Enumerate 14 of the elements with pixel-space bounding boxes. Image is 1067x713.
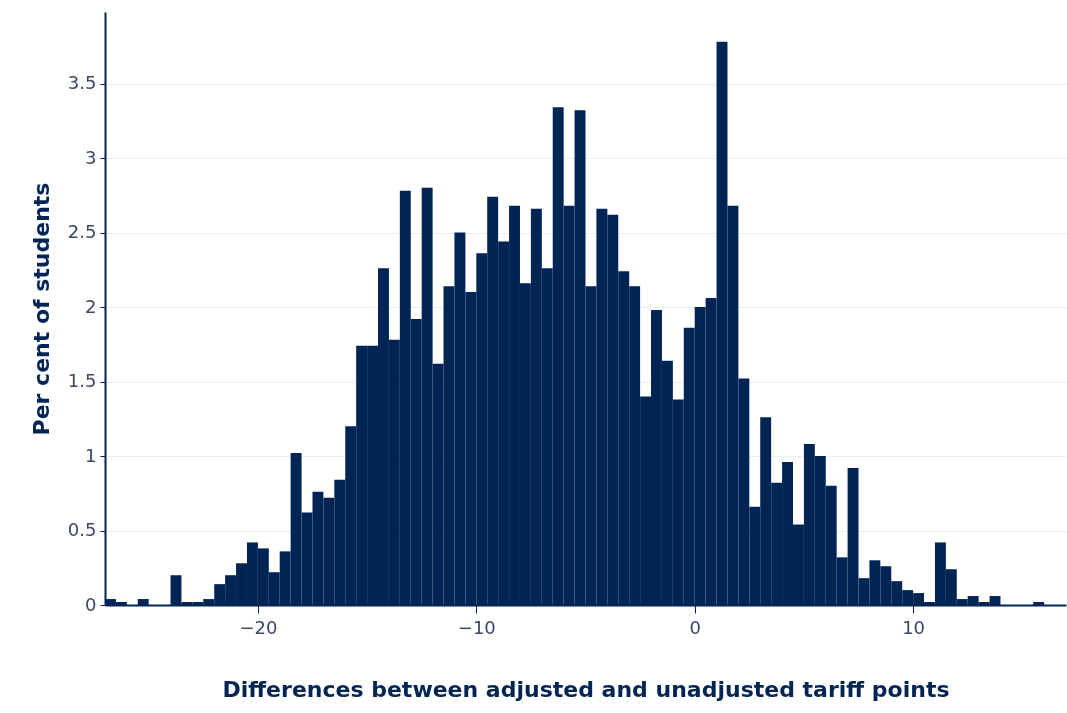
y-tick-label: 3 (85, 146, 97, 168)
x-tick-label: −10 (457, 616, 496, 638)
y-tick-label: 1.5 (67, 370, 97, 392)
y-tick-label: 1 (85, 444, 97, 466)
x-axis-title: Differences between adjusted and unadjusted tariff points (222, 676, 950, 702)
x-tick-label: 0 (689, 616, 701, 638)
y-tick-label: 2 (85, 295, 97, 317)
y-axis-title: Per cent of students (28, 182, 54, 436)
y-tick-label: 2.5 (67, 221, 97, 243)
y-tick-label: 0 (85, 593, 97, 615)
y-tick-label: 0.5 (67, 519, 97, 540)
x-tick-label: 10 (902, 616, 926, 638)
x-tick-label: −20 (239, 616, 278, 638)
y-tick-label: 3.5 (67, 72, 97, 94)
